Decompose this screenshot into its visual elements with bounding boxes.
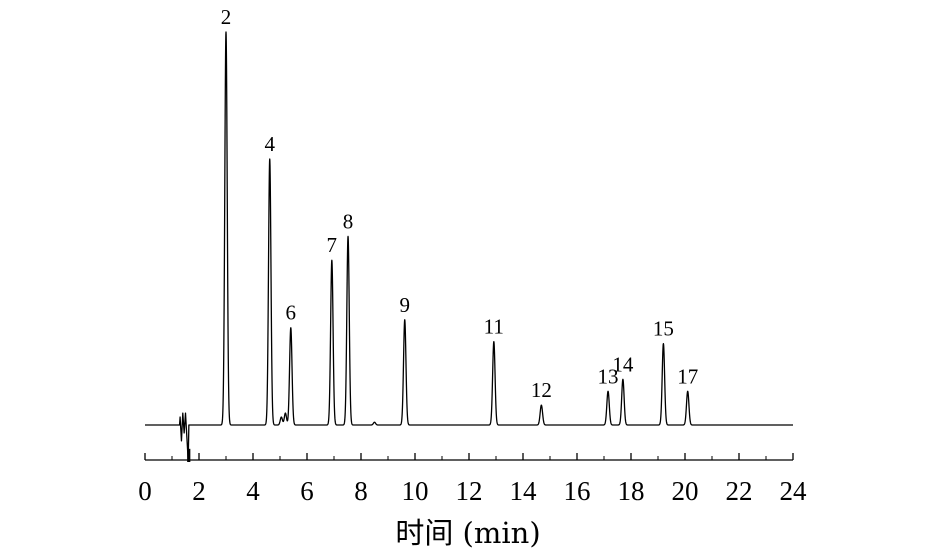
x-tick-label-16: 16 xyxy=(564,476,591,506)
x-tick-label-18: 18 xyxy=(618,476,645,506)
x-tick-label-8: 8 xyxy=(354,476,368,506)
peak-label-4: 4 xyxy=(264,132,275,156)
peak-label-13: 13 xyxy=(598,364,619,388)
peak-label-8: 8 xyxy=(343,209,354,233)
x-axis-title: 时间 (min) xyxy=(395,516,540,550)
x-tick-label-4: 4 xyxy=(246,476,260,506)
x-tick-label-14: 14 xyxy=(510,476,538,506)
peak-label-14: 14 xyxy=(612,352,634,376)
x-tick-label-20: 20 xyxy=(672,476,699,506)
x-axis: 0 2 4 6 8 10 12 14 16 18 20 22 24 xyxy=(138,453,807,506)
trace-layer xyxy=(144,31,794,462)
peak-label-11: 11 xyxy=(484,315,504,339)
x-tick-label-2: 2 xyxy=(192,476,206,506)
peak-label-7: 7 xyxy=(327,233,338,257)
peak-label-12: 12 xyxy=(531,378,552,402)
x-tick-label-12: 12 xyxy=(456,476,483,506)
x-tick-label-6: 6 xyxy=(300,476,314,506)
peak-label-9: 9 xyxy=(399,293,410,317)
x-tick-label-0: 0 xyxy=(138,476,152,506)
peak-label-6: 6 xyxy=(286,301,297,325)
x-tick-label-10: 10 xyxy=(402,476,429,506)
peak-label-15: 15 xyxy=(653,317,674,341)
chromatogram-trace xyxy=(144,31,794,462)
peak-label-17: 17 xyxy=(677,364,698,388)
x-tick-label-22: 22 xyxy=(726,476,753,506)
peak-label-2: 2 xyxy=(221,5,232,29)
x-tick-label-24: 24 xyxy=(780,476,808,506)
